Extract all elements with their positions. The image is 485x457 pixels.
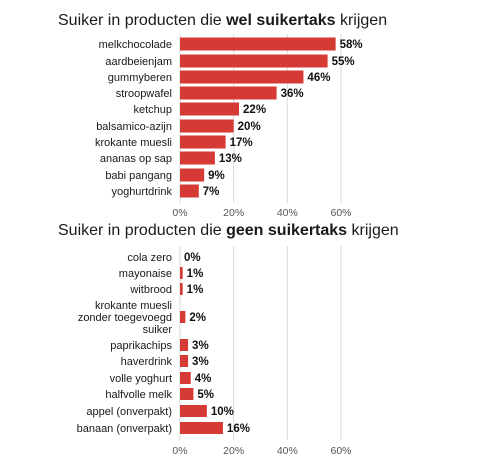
category-label-line: paprikachips (110, 340, 172, 352)
category-label-line: babi pangang (105, 170, 172, 182)
bar-2-8 (180, 405, 207, 417)
value-label-2-5: 3% (192, 356, 209, 368)
category-label-2-5: haverdrink (121, 356, 173, 368)
value-label-2-8: 10% (211, 406, 234, 418)
category-label-2-2: witbrood (129, 284, 172, 296)
category-label-1-9: yoghurtdrink (111, 186, 172, 198)
category-label-line: stroopwafel (116, 88, 172, 100)
category-label-line: zonder toegevoegd (78, 312, 172, 324)
category-label-line: aardbeienjam (105, 56, 172, 68)
category-label-1-5: balsamico-azijn (96, 121, 172, 133)
category-label-1-8: babi pangang (105, 170, 172, 182)
category-label-line: halfvolle melk (105, 389, 172, 401)
value-label-1-3: 36% (281, 88, 304, 100)
category-label-1-4: ketchup (133, 104, 172, 116)
chart-1-title: Suiker in producten die wel suikertaks k… (58, 12, 388, 29)
category-label-1-2: gummyberen (108, 72, 172, 84)
category-label-2-0: cola zero (127, 252, 172, 264)
tick-label-1-2: 40% (277, 207, 298, 219)
category-label-line: mayonaise (119, 268, 172, 280)
category-label-line: ananas op sap (100, 153, 172, 165)
tick-label-1-3: 60% (330, 207, 351, 219)
category-label-1-3: stroopwafel (116, 88, 172, 100)
category-label-line: suiker (143, 324, 173, 336)
tick-label-2-0: 0% (172, 445, 187, 457)
value-label-1-6: 17% (230, 137, 253, 149)
value-label-1-7: 13% (219, 153, 242, 165)
category-label-1-6: krokante muesli (95, 137, 172, 149)
category-label-line: krokante muesli (95, 300, 172, 312)
value-label-2-9: 16% (227, 423, 250, 435)
value-label-1-0: 58% (340, 39, 363, 51)
value-label-2-0: 0% (184, 252, 201, 264)
value-label-1-8: 9% (208, 170, 225, 182)
category-label-line: krokante muesli (95, 137, 172, 149)
bar-2-4 (180, 339, 189, 351)
bar-2-1 (180, 267, 183, 279)
value-label-1-2: 46% (307, 72, 330, 84)
tick-label-2-3: 60% (330, 445, 351, 457)
category-label-1-0: melkchocolade (99, 39, 172, 51)
category-label-line: haverdrink (121, 356, 173, 368)
category-label-line: ketchup (133, 104, 172, 116)
tick-label-1-1: 20% (223, 207, 244, 219)
bar-1-3 (180, 86, 277, 100)
bar-1-2 (180, 70, 304, 84)
bar-2-7 (180, 388, 194, 400)
bar-2-2 (180, 283, 183, 295)
category-label-2-6: volle yoghurt (110, 373, 172, 385)
category-label-line: cola zero (127, 252, 172, 264)
category-label-2-8: appel (onverpakt) (86, 406, 172, 418)
bar-1-5 (180, 119, 234, 133)
category-label-line: appel (onverpakt) (86, 406, 172, 418)
category-label-line: balsamico-azijn (96, 121, 172, 133)
category-label-line: banaan (onverpakt) (77, 423, 172, 435)
category-label-1-7: ananas op sap (100, 153, 172, 165)
category-label-line: yoghurtdrink (111, 186, 172, 198)
value-label-1-1: 55% (332, 56, 355, 68)
value-label-1-5: 20% (238, 121, 261, 133)
bar-1-1 (180, 54, 328, 68)
value-label-2-4: 3% (192, 340, 209, 352)
value-label-2-6: 4% (195, 373, 212, 385)
bar-1-7 (180, 151, 215, 165)
category-label-line: witbrood (129, 284, 172, 296)
category-label-line: melkchocolade (99, 39, 172, 51)
value-label-2-2: 1% (187, 284, 204, 296)
category-label-2-9: banaan (onverpakt) (77, 423, 172, 435)
category-label-2-4: paprikachips (110, 340, 172, 352)
value-label-2-3: 2% (189, 312, 206, 324)
category-label-2-1: mayonaise (119, 268, 172, 280)
category-label-2-7: halfvolle melk (105, 389, 172, 401)
bar-2-9 (180, 422, 223, 434)
bar-1-0 (180, 37, 336, 51)
category-label-line: gummyberen (108, 72, 172, 84)
tick-label-1-0: 0% (172, 207, 187, 219)
category-label-2-3: krokante muesli zonder toegevoegd suiker (78, 300, 173, 336)
value-label-2-1: 1% (187, 268, 204, 280)
tick-label-2-2: 40% (277, 445, 298, 457)
bar-2-5 (180, 355, 189, 367)
bar-1-4 (180, 102, 240, 116)
value-label-1-9: 7% (203, 186, 220, 198)
category-label-line: volle yoghurt (110, 373, 172, 385)
chart-2-title: Suiker in producten die geen suikertaks … (58, 222, 399, 239)
value-label-1-4: 22% (243, 104, 266, 116)
bar-2-6 (180, 372, 191, 384)
bar-1-9 (180, 184, 199, 198)
value-label-2-7: 5% (197, 389, 214, 401)
bar-1-8 (180, 168, 205, 182)
bar-1-6 (180, 135, 226, 149)
tick-label-2-1: 20% (223, 445, 244, 457)
category-label-1-1: aardbeienjam (105, 56, 172, 68)
bar-2-3 (180, 311, 186, 323)
